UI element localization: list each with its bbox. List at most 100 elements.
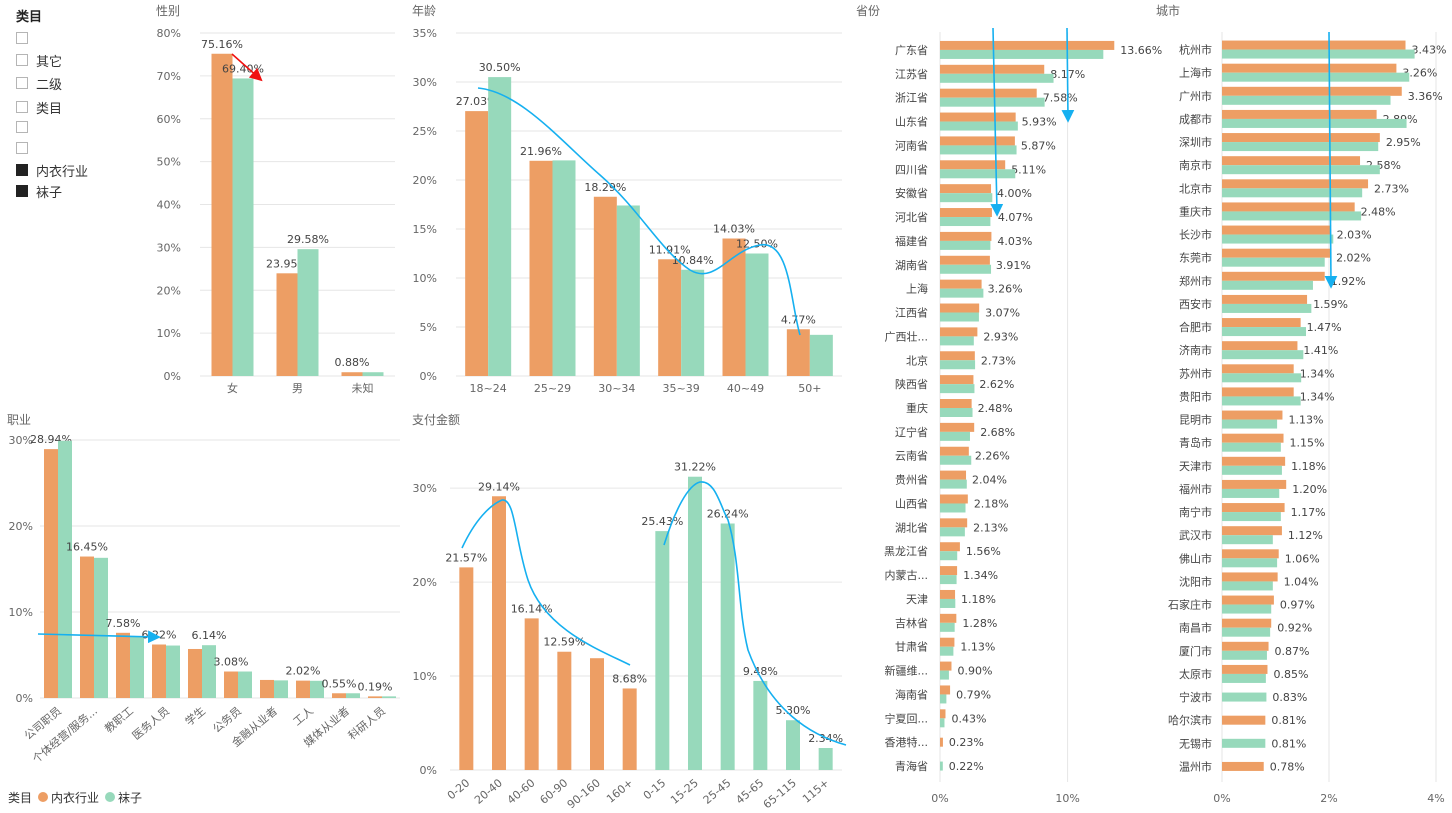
- bar-socks: [310, 680, 324, 698]
- data-label: 3.91%: [996, 259, 1031, 272]
- slicer-item[interactable]: 类目: [16, 97, 62, 117]
- bar-underwear: [940, 566, 958, 576]
- checkbox-icon[interactable]: [16, 121, 28, 133]
- legend-item-underwear[interactable]: 内衣行业: [51, 790, 100, 805]
- checkbox-icon[interactable]: [16, 164, 28, 176]
- bar-underwear: [1222, 225, 1331, 235]
- data-label: 23.95%: [266, 257, 308, 270]
- bar-underwear: [1222, 503, 1285, 513]
- data-label: 11.91%: [649, 243, 691, 256]
- slicer-item[interactable]: [16, 138, 36, 158]
- y-tick-label: 80%: [157, 27, 181, 40]
- y-tick-label: 5%: [420, 321, 437, 334]
- bar-socks: [940, 193, 993, 203]
- bar-underwear: [940, 422, 975, 432]
- y-tick-label: 50%: [157, 156, 181, 169]
- bar-socks: [58, 440, 72, 698]
- category-label: 上海: [906, 282, 928, 296]
- bar-socks: [1222, 257, 1325, 267]
- data-label: 2.62%: [979, 378, 1014, 391]
- data-label: 7.58%: [1043, 92, 1078, 105]
- data-label: 0.85%: [1273, 668, 1308, 681]
- data-label: 16.45%: [66, 541, 108, 554]
- data-label: 31.22%: [674, 461, 716, 474]
- category-label: 成都市: [1179, 112, 1212, 126]
- data-label: 0.19%: [358, 680, 393, 693]
- checkbox-icon[interactable]: [16, 32, 28, 44]
- bar-socks: [1222, 512, 1281, 522]
- bar-socks: [940, 288, 984, 298]
- bar-socks: [94, 557, 108, 698]
- checkbox-icon[interactable]: [16, 77, 28, 89]
- bar-underwear: [940, 64, 1045, 74]
- bar-underwear: [529, 160, 553, 376]
- category-label: 青海省: [895, 759, 928, 773]
- data-label: 4.77%: [781, 313, 816, 326]
- x-tick-label: 未知: [352, 381, 374, 395]
- occupation-chart-title: 职业: [7, 413, 32, 427]
- slicer-item[interactable]: 二级: [16, 73, 62, 93]
- bar-socks: [1222, 488, 1280, 498]
- bar-socks: [940, 336, 974, 346]
- category-label: 太原市: [1179, 667, 1212, 681]
- category-label: 昆明市: [1179, 413, 1212, 427]
- data-label: 25.43%: [641, 515, 683, 528]
- y-tick-label: 20%: [157, 284, 181, 297]
- bar-underwear: [940, 279, 982, 289]
- data-label: 1.56%: [966, 545, 1001, 558]
- data-label: 6.22%: [142, 629, 177, 642]
- y-tick-label: 10%: [413, 670, 437, 683]
- legend-item-socks[interactable]: 袜子: [118, 790, 143, 805]
- bar-socks: [940, 97, 1045, 107]
- checkbox-icon[interactable]: [16, 185, 28, 197]
- data-label: 30.50%: [479, 61, 521, 74]
- bar-socks: [1222, 673, 1266, 683]
- bar-underwear: [1222, 641, 1269, 651]
- slicer-item[interactable]: [16, 28, 36, 48]
- checkbox-icon[interactable]: [16, 54, 28, 66]
- bar-underwear: [80, 556, 94, 698]
- bar-socks: [1222, 465, 1282, 475]
- category-label: 哈尔滨市: [1168, 713, 1212, 727]
- bar-socks: [940, 121, 1018, 131]
- data-label: 2.48%: [1361, 205, 1396, 218]
- bar-socks: [720, 523, 735, 770]
- bar-socks: [1222, 442, 1281, 452]
- checkbox-icon[interactable]: [16, 142, 28, 154]
- bar-underwear: [940, 470, 967, 480]
- category-label: 四川省: [895, 163, 928, 176]
- data-label: 1.13%: [960, 641, 995, 654]
- slicer-item[interactable]: 其它: [16, 50, 62, 70]
- slicer-item[interactable]: 内衣行业: [16, 160, 88, 180]
- trend-curve-age: [477, 87, 801, 336]
- bar-underwear: [1222, 526, 1282, 536]
- category-label: 湖北省: [895, 521, 928, 534]
- bar-underwear: [722, 238, 746, 376]
- category-label: 海南省: [895, 687, 928, 701]
- bar-underwear: [590, 658, 604, 770]
- bar-socks: [940, 49, 1104, 59]
- bar-socks: [940, 718, 945, 728]
- slicer-item-label: 其它: [36, 54, 63, 70]
- data-label: 0.83%: [1272, 691, 1307, 704]
- slicer-item-label: 袜子: [36, 185, 63, 201]
- bar-socks: [488, 77, 512, 376]
- bar-socks: [1222, 142, 1379, 152]
- data-label: 13.66%: [1120, 44, 1162, 57]
- checkbox-icon[interactable]: [16, 101, 28, 113]
- y-tick-label: 30%: [9, 434, 33, 447]
- data-label: 0.88%: [335, 356, 370, 369]
- y-tick-label: 0%: [420, 370, 437, 383]
- slicer-item[interactable]: [16, 117, 36, 137]
- bar-underwear: [786, 329, 810, 376]
- data-label: 0.55%: [322, 677, 357, 690]
- data-label: 6.14%: [192, 629, 227, 642]
- bar-socks: [1222, 692, 1267, 702]
- bar-underwear: [44, 449, 58, 698]
- slicer-item[interactable]: 袜子: [16, 181, 62, 201]
- data-label: 1.34%: [1300, 367, 1335, 380]
- bar-underwear: [1222, 156, 1361, 166]
- y-tick-label: 60%: [157, 113, 181, 126]
- data-label: 0.22%: [949, 760, 984, 773]
- category-label: 天津: [906, 593, 928, 606]
